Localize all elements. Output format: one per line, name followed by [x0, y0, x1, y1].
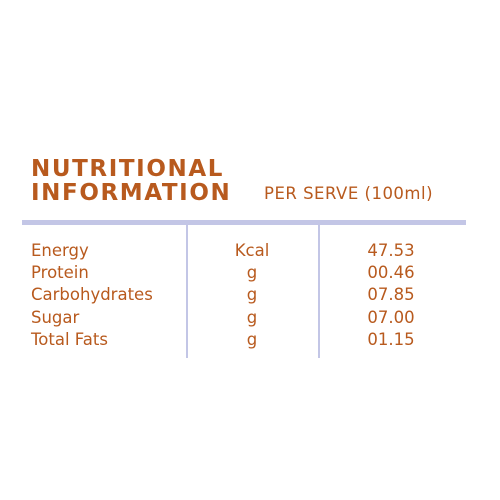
nutrient-row-sugar: Sugar g 07.00: [0, 307, 500, 329]
nutrient-unit: g: [246, 330, 258, 349]
nutrient-name: Energy: [31, 241, 89, 260]
nutrient-row-energy: Energy Kcal 47.53: [0, 240, 500, 262]
column-divider-right: [318, 225, 320, 358]
nutrient-name: Carbohydrates: [31, 285, 153, 304]
nutrient-unit: g: [246, 308, 258, 327]
nutrient-value: 00.46: [367, 263, 415, 282]
column-divider-left: [186, 225, 188, 358]
nutrient-unit: Kcal: [234, 241, 270, 260]
nutrient-value: 01.15: [367, 330, 415, 349]
serving-label: PER SERVE (100ml): [264, 184, 434, 203]
nutrient-name: Total Fats: [31, 330, 108, 349]
header-rule: [22, 220, 466, 225]
nutrient-value: 07.00: [367, 308, 415, 327]
nutrient-name: Protein: [31, 263, 89, 282]
nutrient-unit: g: [246, 285, 258, 304]
nutrient-row-carbohydrates: Carbohydrates g 07.85: [0, 284, 500, 306]
nutrient-value: 47.53: [367, 241, 415, 260]
nutrient-row-total-fats: Total Fats g 01.15: [0, 329, 500, 351]
title-line-1: NUTRITIONAL: [31, 156, 224, 182]
title-line-2: INFORMATION: [31, 180, 232, 206]
nutrient-unit: g: [246, 263, 258, 282]
nutrient-name: Sugar: [31, 308, 80, 327]
nutrient-row-protein: Protein g 00.46: [0, 262, 500, 284]
nutrient-value: 07.85: [367, 285, 415, 304]
